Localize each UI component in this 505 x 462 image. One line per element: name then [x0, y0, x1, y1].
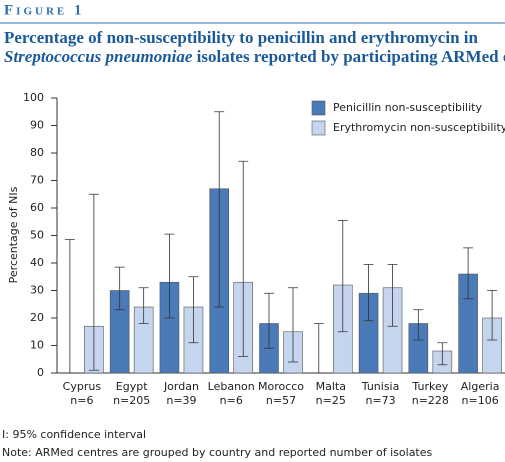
x-tick-count: n=205 — [113, 394, 150, 407]
y-tick-label: 60 — [30, 201, 44, 214]
error-bar — [188, 276, 199, 344]
y-tick-label: 80 — [30, 146, 44, 159]
error-bar — [88, 193, 99, 371]
y-tick-label: 30 — [30, 284, 44, 297]
note: I: 95% confidence interval — [2, 428, 146, 441]
x-tick-count: n=106 — [462, 394, 499, 407]
error-bar — [114, 266, 125, 311]
error-bar — [64, 239, 75, 374]
note: Note: ARMed centres are grouped by count… — [2, 446, 433, 459]
x-tick-label: Tunisia — [361, 380, 400, 393]
x-tick-count: n=39 — [166, 394, 196, 407]
x-tick-label: Turkey — [411, 380, 448, 393]
error-bar — [264, 292, 274, 349]
y-tick-label: 50 — [30, 229, 44, 242]
y-tick-label: 90 — [30, 119, 44, 132]
x-tick-label: Algeria — [461, 380, 500, 393]
error-bar — [487, 290, 498, 341]
y-tick-label: 20 — [30, 311, 44, 324]
title-italic: Streptococcus pneumoniae — [4, 47, 193, 66]
error-bar — [164, 233, 175, 319]
y-tick-label: 10 — [30, 339, 44, 352]
x-tick-count: n=73 — [365, 394, 395, 407]
figure-label: Figure 1 — [4, 2, 84, 18]
x-tick-count: n=57 — [266, 394, 296, 407]
chart-title: Percentage of non-susceptibility to peni… — [4, 28, 478, 47]
chart-title-2: Streptococcus pneumoniae isolates report… — [4, 47, 505, 66]
x-tick-label: Egypt — [116, 380, 148, 393]
x-tick-count: n=6 — [220, 394, 243, 407]
x-tick-label: Lebanon — [208, 380, 255, 393]
error-bar — [238, 160, 249, 357]
y-tick-label: 100 — [23, 91, 44, 104]
error-bar — [337, 219, 348, 333]
legend-label: Erythromycin non-susceptibility — [333, 121, 505, 134]
y-tick-label: 70 — [30, 174, 44, 187]
error-bar — [437, 342, 448, 366]
y-tick-label: 0 — [37, 366, 44, 379]
error-bar — [313, 323, 324, 374]
y-tick-label: 40 — [30, 256, 44, 269]
error-bar — [463, 247, 474, 300]
x-tick-count: n=25 — [316, 394, 346, 407]
error-bar — [288, 287, 298, 363]
x-tick-count: n=228 — [412, 394, 449, 407]
legend-swatch — [311, 100, 326, 116]
error-bar — [387, 263, 398, 327]
error-bar — [138, 287, 149, 324]
error-bar — [363, 263, 374, 322]
x-tick-label: Jordan — [163, 380, 199, 393]
title-rest: isolates reported by participating ARMed… — [197, 47, 505, 66]
error-bar — [214, 111, 225, 308]
error-bar — [413, 309, 424, 341]
y-axis-label: Percentage of NIs — [7, 186, 20, 283]
x-tick-count: n=6 — [70, 394, 93, 407]
legend-label: Penicillin non-susceptibility — [333, 101, 482, 114]
x-tick-label: Morocco — [258, 380, 304, 393]
x-tick-label: Cyprus — [63, 380, 102, 393]
legend-swatch — [311, 120, 326, 136]
x-tick-label: Malta — [316, 380, 346, 393]
